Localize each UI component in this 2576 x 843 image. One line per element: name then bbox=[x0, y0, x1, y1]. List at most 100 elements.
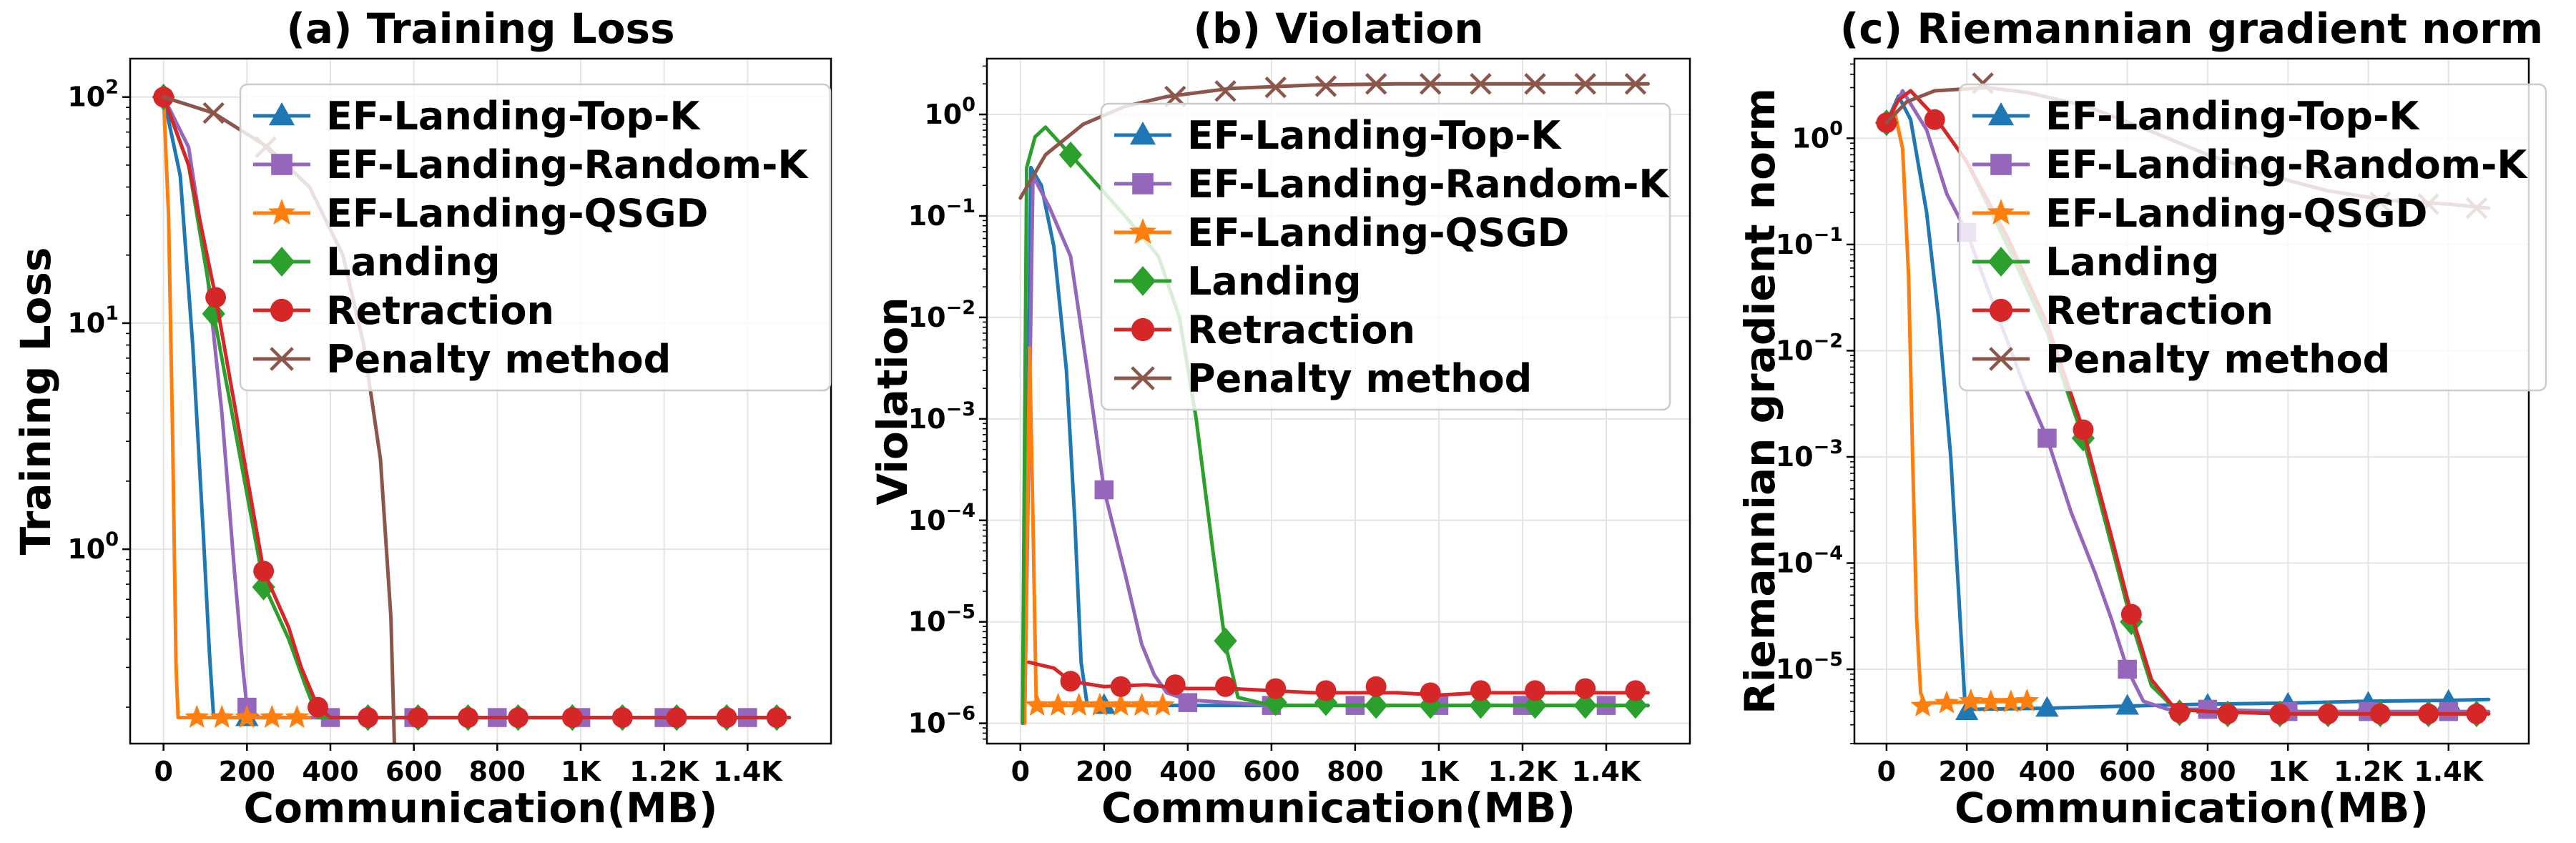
x-tick-label: 1.4K bbox=[713, 756, 783, 787]
legend-label: Landing bbox=[2045, 240, 2220, 285]
data-point bbox=[1924, 109, 1945, 130]
y-tick-label: 100 bbox=[1791, 117, 1843, 154]
data-point bbox=[253, 561, 275, 582]
legend-entry: Retraction bbox=[1972, 288, 2273, 333]
data-point bbox=[260, 704, 285, 728]
data-point bbox=[1365, 676, 1387, 697]
data-point bbox=[1470, 680, 1491, 701]
data-point bbox=[2439, 701, 2458, 721]
legend-label: EF-Landing-Random-K bbox=[2045, 142, 2528, 187]
data-point bbox=[2015, 688, 2040, 712]
x-tick-label: 1K bbox=[2268, 756, 2309, 787]
y-tick-label: 101 bbox=[67, 302, 119, 339]
data-point bbox=[2317, 703, 2339, 724]
legend-marker bbox=[271, 154, 292, 175]
data-point bbox=[1025, 692, 1050, 716]
y-tick-label: 10−2 bbox=[1776, 330, 1843, 366]
x-tick-label: 400 bbox=[1159, 756, 1216, 787]
x-tick-label: 200 bbox=[1939, 756, 1995, 787]
axes-frame bbox=[129, 57, 832, 745]
data-point bbox=[1574, 73, 1596, 95]
x-tick-label: 600 bbox=[2099, 756, 2155, 787]
legend-marker bbox=[268, 247, 295, 277]
x-tick-label: 600 bbox=[1243, 756, 1299, 787]
data-point bbox=[1108, 692, 1134, 716]
legend-label: Retraction bbox=[2045, 288, 2273, 333]
chart-riemannian-gradient-norm: (c) Riemannian gradient norm Communicati… bbox=[1736, 4, 2547, 832]
data-point bbox=[1214, 80, 1237, 102]
x-tick-label: 1K bbox=[561, 756, 601, 787]
data-point bbox=[1998, 689, 2023, 713]
data-point bbox=[1178, 693, 1198, 712]
data-point bbox=[210, 704, 235, 728]
legend-entry: Retraction bbox=[253, 288, 554, 333]
data-point bbox=[1420, 682, 1441, 704]
x-tick-label: 1.2K bbox=[629, 756, 699, 787]
data-point bbox=[1365, 691, 1388, 719]
legend-label: Retraction bbox=[1187, 307, 1415, 353]
data-point bbox=[2418, 703, 2439, 724]
y-tick-label: 10−1 bbox=[908, 195, 975, 232]
legend-marker bbox=[1990, 154, 2012, 175]
y-axis-label: Violation bbox=[868, 297, 917, 505]
series-penalty-method bbox=[1018, 73, 1650, 200]
legend-marker bbox=[1987, 102, 2015, 126]
data-point bbox=[2073, 419, 2094, 440]
data-point bbox=[308, 696, 328, 718]
legend-entry: EF-Landing-Random-K bbox=[1972, 142, 2528, 187]
data-point bbox=[2269, 703, 2291, 724]
legend-label: EF-Landing-Random-K bbox=[1187, 162, 1670, 207]
x-tick-label: 800 bbox=[1327, 756, 1383, 787]
plot-area bbox=[1018, 73, 1650, 726]
legend-label: Retraction bbox=[326, 288, 554, 333]
data-point bbox=[1164, 674, 1186, 696]
data-point bbox=[1314, 689, 1338, 716]
data-point bbox=[1315, 680, 1337, 701]
chart-title: (b) Violation bbox=[1193, 4, 1483, 53]
legend-marker bbox=[1129, 218, 1156, 245]
legend-marker bbox=[270, 298, 294, 322]
legend-label: EF-Landing-QSGD bbox=[2045, 191, 2427, 236]
x-tick-label: 0 bbox=[1877, 756, 1896, 787]
data-point bbox=[1625, 680, 1646, 701]
series-ef-landing-qsgd bbox=[1884, 109, 2040, 716]
legend-marker bbox=[1132, 173, 1154, 194]
data-point bbox=[1623, 691, 1648, 719]
legend-marker bbox=[1987, 247, 2015, 277]
y-tick-label: 10−4 bbox=[1776, 543, 1843, 579]
data-point bbox=[1525, 680, 1545, 701]
legend-box bbox=[1100, 102, 1671, 411]
y-tick-label: 100 bbox=[67, 528, 119, 565]
data-point bbox=[1955, 699, 1979, 721]
x-tick-label: 800 bbox=[2179, 756, 2236, 787]
x-tick-label: 1K bbox=[1419, 756, 1460, 787]
data-point bbox=[1264, 76, 1287, 99]
x-tick-label: 200 bbox=[1076, 756, 1132, 787]
legend-marker bbox=[1129, 266, 1156, 296]
x-axis-label: Communication(MB) bbox=[244, 784, 718, 832]
y-tick-label: 10−3 bbox=[908, 398, 975, 435]
series-line bbox=[1021, 125, 1650, 726]
data-point bbox=[1575, 678, 1596, 699]
data-point bbox=[2035, 696, 2059, 717]
legend-entry: EF-Landing-Top-K bbox=[1114, 113, 1562, 158]
data-point bbox=[235, 704, 260, 728]
data-point bbox=[202, 102, 225, 124]
data-point bbox=[611, 707, 633, 729]
data-point bbox=[1469, 691, 1493, 719]
legend-label: EF-Landing-Top-K bbox=[1187, 113, 1562, 158]
chart-violation: (b) Violation Communication(MB) Violatio… bbox=[868, 4, 1691, 832]
data-point bbox=[666, 707, 687, 729]
data-point bbox=[1088, 692, 1112, 716]
legend-label: EF-Landing-Top-K bbox=[2045, 94, 2420, 139]
legend-entry: Retraction bbox=[1114, 307, 1415, 353]
legend-marker bbox=[268, 199, 295, 225]
data-point bbox=[2217, 703, 2238, 724]
plot-area bbox=[152, 84, 792, 744]
series-ef-landing-qsgd bbox=[1023, 346, 1175, 726]
data-point bbox=[1215, 676, 1236, 697]
data-point bbox=[1978, 689, 2003, 713]
legend-entry: Landing bbox=[1972, 240, 2220, 285]
data-point bbox=[1060, 671, 1081, 692]
legend-box bbox=[1958, 83, 2547, 392]
